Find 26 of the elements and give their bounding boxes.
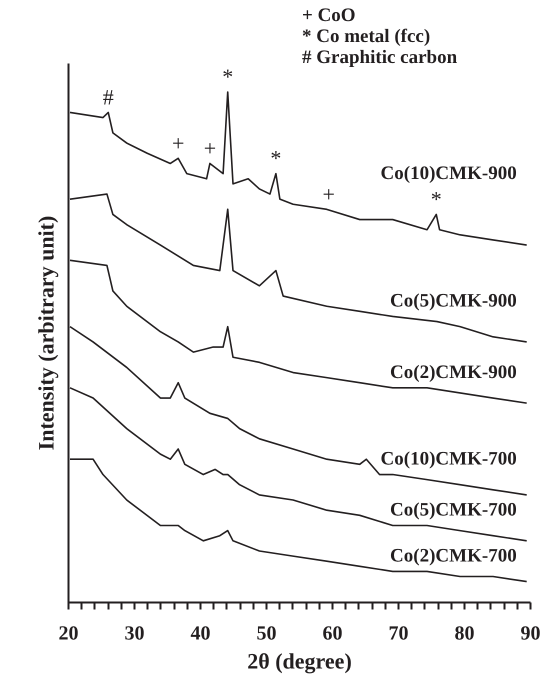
annotation: + — [204, 135, 216, 160]
series-label: Co(10)CMK-900 — [380, 162, 517, 184]
x-tick-label: 90 — [520, 622, 540, 644]
annotation: * — [430, 186, 442, 212]
annotation: * — [270, 146, 282, 171]
series-label: Co(5)CMK-900 — [390, 290, 517, 312]
annotation: * — [222, 64, 234, 90]
annotation: # — [102, 84, 114, 110]
text: * Co metal (fcc) — [302, 26, 430, 47]
series-label: Co(2)CMK-700 — [390, 545, 517, 566]
text: # Graphitic carbon — [302, 47, 458, 68]
series-label: Co(10)CMK-700 — [380, 448, 517, 470]
series-label: Co(5)CMK-700 — [390, 500, 517, 521]
x-tick-label: 80 — [454, 622, 474, 644]
y-axis-title: Intensity (arbitrary unit) — [34, 216, 58, 450]
x-tick-label: 60 — [322, 622, 342, 644]
text: + CoO — [302, 5, 356, 26]
series-label: Co(2)CMK-900 — [390, 362, 517, 383]
x-tick-label: 50 — [256, 622, 276, 644]
x-tick-label: 30 — [124, 622, 144, 644]
x-tick-label: 70 — [388, 622, 408, 644]
x-tick-label: 20 — [58, 622, 78, 644]
x-tick-label: 40 — [190, 622, 210, 644]
annotation: + — [172, 130, 184, 156]
annotation: + — [322, 181, 335, 206]
x-axis-title: 2θ (degree) — [247, 648, 352, 674]
